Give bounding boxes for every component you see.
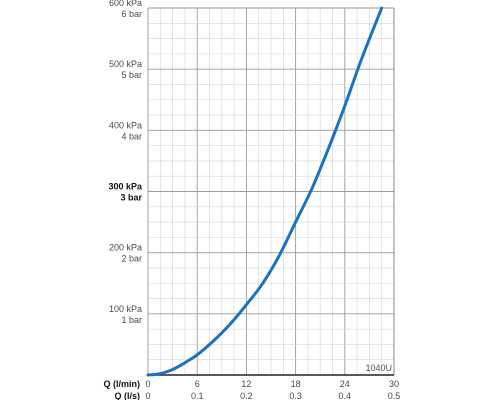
- series-line: [146, 6, 384, 377]
- y-tick-label-kpa: 200 kPa: [109, 243, 142, 253]
- chart-code-label: 1040U: [365, 363, 392, 373]
- x-tick-label-ls: 0.2: [240, 391, 253, 400]
- x-tick-label-ls: 0.5: [388, 391, 401, 400]
- curve-layer: [146, 6, 384, 377]
- y-tick-label-bar: 1 bar: [121, 315, 142, 325]
- x-axis-label-lmin: Q (l/min): [104, 379, 141, 389]
- x-tick-label-lmin: 6: [195, 379, 200, 389]
- x-axis-label-ls: Q (l/s): [114, 391, 140, 400]
- grid: [147, 7, 395, 376]
- x-tick-label-lmin: 24: [340, 379, 350, 389]
- x-tick-label-lmin: 30: [389, 379, 399, 389]
- x-tick-label-ls: 0: [145, 391, 150, 400]
- y-tick-label-kpa: 500 kPa: [109, 59, 142, 69]
- y-tick-label-bar: 6 bar: [121, 9, 142, 19]
- y-tick-label-bar: 4 bar: [121, 131, 142, 141]
- x-tick-label-lmin: 18: [291, 379, 301, 389]
- plot-frame: [148, 8, 395, 376]
- x-tick-label-ls: 0.3: [289, 391, 302, 400]
- x-tick-label-lmin: 12: [241, 379, 251, 389]
- x-tick-label-lmin: 0: [145, 379, 150, 389]
- x-tick-labels: 0 6 12 18 24 30 0 0.1 0.2 0.3 0.4 0.5: [145, 379, 400, 400]
- x-tick-label-ls: 0.4: [339, 391, 352, 400]
- y-tick-label-bar: 5 bar: [121, 70, 142, 80]
- x-tick-label-ls: 0.1: [191, 391, 204, 400]
- y-tick-label-kpa: 600 kPa: [109, 0, 142, 8]
- y-tick-label-kpa: 300 kPa: [108, 182, 143, 192]
- y-tick-label-kpa: 400 kPa: [109, 120, 142, 130]
- y-tick-label-bar: 2 bar: [121, 254, 142, 264]
- y-tick-label-kpa: 100 kPa: [109, 304, 142, 314]
- y-tick-label-bar: 3 bar: [120, 193, 142, 203]
